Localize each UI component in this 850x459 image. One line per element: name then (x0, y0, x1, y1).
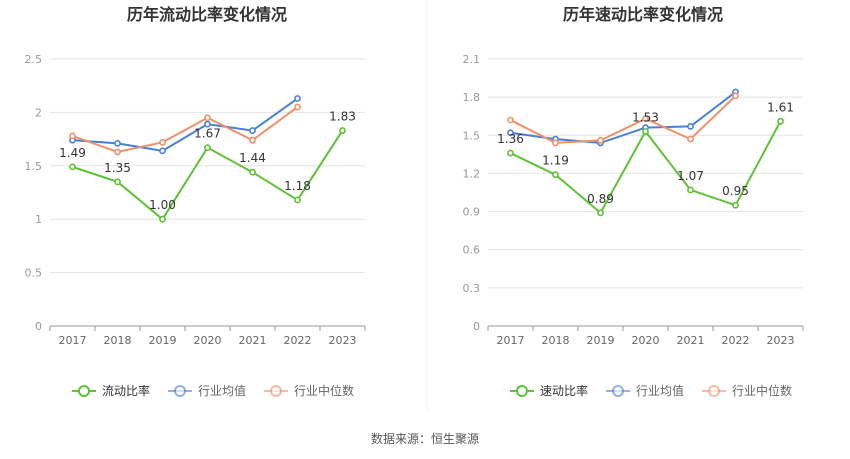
data-point (507, 116, 514, 124)
y-tick-label: 2.5 (25, 53, 43, 66)
data-point (552, 171, 559, 179)
data-point (204, 114, 211, 122)
legend-label: 行业均值 (198, 383, 246, 398)
data-point (249, 127, 256, 134)
data-point (69, 163, 76, 171)
data-point (294, 103, 301, 111)
data-point (204, 144, 211, 152)
legend-marker (78, 385, 90, 397)
data-point (249, 136, 256, 144)
data-point (114, 139, 121, 147)
data-point (507, 129, 514, 137)
data-point (204, 120, 211, 128)
y-tick-label: 0.6 (463, 244, 481, 257)
x-tick-label: 2017 (497, 334, 525, 347)
legend-marker (708, 385, 720, 397)
data-label: 1.44 (239, 151, 266, 165)
legend-marker (612, 385, 624, 397)
x-tick-label: 2023 (767, 334, 795, 347)
data-point (597, 209, 604, 217)
chart-title: 历年流动比率变化情况 (127, 5, 287, 24)
data-label: 1.53 (632, 110, 659, 124)
y-tick-label: 0.5 (25, 267, 43, 280)
data-label: 1.07 (677, 169, 704, 183)
y-tick-label: 1.8 (463, 91, 481, 104)
data-point (732, 92, 739, 100)
legend-label: 流动比率 (102, 383, 150, 398)
data-point (114, 148, 121, 156)
series-line (510, 95, 737, 144)
data-point (552, 139, 559, 147)
x-tick-label: 2019 (587, 334, 615, 347)
y-tick-label: 2 (35, 106, 42, 119)
data-point (687, 135, 694, 143)
data-point (159, 215, 166, 223)
x-tick-label: 2017 (59, 334, 87, 347)
legend-label: 速动比率 (540, 383, 588, 398)
data-point (642, 128, 649, 135)
data-point (777, 117, 784, 125)
y-tick-label: 0 (35, 320, 42, 333)
data-point (294, 95, 301, 102)
y-tick-label: 0 (473, 320, 480, 333)
x-tick-label: 2018 (542, 334, 570, 347)
data-label: 0.95 (722, 184, 749, 198)
x-tick-label: 2019 (149, 334, 177, 347)
data-label: 0.89 (587, 192, 614, 206)
x-tick-label: 2021 (677, 334, 705, 347)
x-tick-label: 2020 (194, 334, 222, 347)
data-label: 1.83 (329, 110, 356, 124)
data-point (597, 136, 604, 144)
quick-ratio-chart: 历年速动比率变化情况 0 0.3 0.6 0.9 1.2 1.5 1.8 2.1 2017 201… (463, 5, 804, 398)
data-label: 1.67 (194, 127, 221, 141)
y-tick-label: 1.2 (463, 167, 481, 180)
x-tick-label: 2018 (104, 334, 132, 347)
data-point (249, 168, 256, 176)
y-tick-label: 0.9 (463, 206, 481, 219)
data-label: 1.61 (767, 100, 794, 114)
data-point (687, 122, 694, 130)
data-point (159, 138, 166, 146)
data-label: 1.18 (284, 179, 311, 193)
data-point (687, 186, 694, 194)
data-point (642, 115, 649, 123)
data-label: 1.35 (104, 161, 131, 175)
data-point (732, 201, 739, 209)
data-label: 1.19 (542, 154, 569, 168)
data-point (114, 178, 121, 186)
current-ratio-chart: 历年流动比率变化情况 0 0.5 1 1.5 2 2.5 2017 2018 2019 2020 2… (25, 5, 366, 398)
source-note: 数据来源：恒生聚源 (370, 432, 479, 446)
legend-marker (516, 385, 528, 397)
x-tick-label: 2023 (329, 334, 357, 347)
data-point (339, 127, 346, 134)
data-point (159, 147, 166, 155)
data-point (69, 132, 76, 140)
y-tick-label: 1.5 (25, 160, 43, 173)
y-tick-label: 1 (35, 213, 42, 226)
data-label: 1.36 (497, 132, 524, 146)
legend-label: 行业均值 (636, 383, 684, 398)
y-tick-label: 0.3 (463, 282, 481, 295)
legend-label: 行业中位数 (294, 383, 354, 398)
data-label: 1.00 (149, 198, 176, 212)
x-tick-label: 2022 (284, 334, 312, 347)
data-point (294, 196, 301, 204)
data-point (507, 149, 514, 157)
x-tick-label: 2022 (722, 334, 750, 347)
data-label: 1.49 (59, 146, 86, 160)
series-line (72, 106, 299, 153)
chart-title: 历年速动比率变化情况 (563, 5, 723, 24)
legend-label: 行业中位数 (732, 383, 792, 398)
y-tick-label: 1.5 (463, 129, 481, 142)
series-line (72, 97, 299, 152)
legend-marker (174, 385, 186, 397)
x-tick-label: 2021 (239, 334, 267, 347)
y-tick-label: 2.1 (463, 53, 481, 66)
chart-canvas: 历年流动比率变化情况 0 0.5 1 1.5 2 2.5 2017 2018 2019 2020 2… (25, 0, 804, 410)
x-tick-label: 2020 (632, 334, 660, 347)
legend-marker (270, 385, 282, 397)
